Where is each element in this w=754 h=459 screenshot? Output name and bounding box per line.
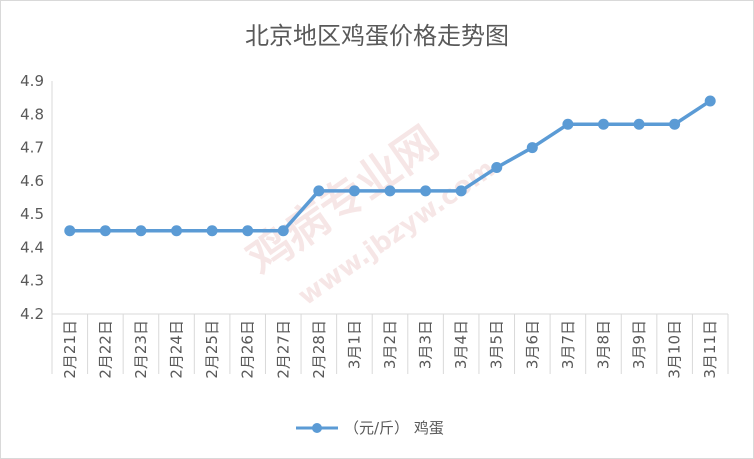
x-tick-label: 3月6日 [523,320,541,369]
data-point [348,185,360,197]
data-point [562,118,574,130]
data-point [206,225,218,237]
y-tick-label: 4.3 [20,272,44,290]
chart-title: 北京地区鸡蛋价格走势图 [245,22,509,50]
data-point [526,142,538,154]
x-tick-label: 3月10日 [666,320,684,379]
x-tick-label: 3月2日 [381,320,399,369]
x-tick-label: 2月21日 [61,320,79,379]
x-tick-label: 2月27日 [274,320,292,379]
x-tick-label: 3月11日 [701,320,719,379]
x-tick-label: 3月9日 [630,320,648,369]
data-point [277,225,289,237]
x-tick-label: 2月28日 [310,320,328,379]
series-layer [64,95,716,237]
data-point [99,225,111,237]
data-point [597,118,609,130]
y-tick-label: 4.4 [20,238,44,256]
data-point [704,95,716,107]
x-tick-label: 2月24日 [168,320,186,379]
data-point [455,185,467,197]
x-tick-label: 3月3日 [417,320,435,369]
data-point [242,225,254,237]
data-point [633,118,645,130]
data-point [313,185,325,197]
x-tick-label: 3月1日 [345,320,363,369]
data-point [669,118,681,130]
y-tick-label: 4.6 [20,172,44,190]
x-tick-label: 3月5日 [488,320,506,369]
data-point [64,225,76,237]
x-axis-labels: 2月21日 2月22日 2月23日 2月24日 2月25日 2月26日 2月27日 2月28日… [61,320,719,379]
x-tick-label: 2月26日 [239,320,257,379]
legend-label: （元/斤） 鸡蛋 [344,419,444,437]
x-tick-label: 2月25日 [203,320,221,379]
y-tick-label: 4.2 [20,305,44,323]
x-tick-label: 2月23日 [132,320,150,379]
data-point [135,225,147,237]
legend-swatch-marker [312,423,322,433]
data-point [384,185,396,197]
x-tick-label: 3月8日 [594,320,612,369]
x-tick-label: 2月22日 [96,320,114,379]
y-tick-label: 4.5 [20,205,44,223]
y-tick-label: 4.8 [20,105,44,123]
y-tick-label: 4.9 [20,72,44,90]
legend: （元/斤） 鸡蛋 [296,419,444,437]
watermark-logo: 鸡病专业网 www.jbzyw.com [238,117,500,312]
y-tick-label: 4.7 [20,139,44,157]
data-point [420,185,432,197]
data-point [171,225,183,237]
axes [51,81,729,374]
data-point [491,162,503,174]
y-axis-labels: 4.2 4.3 4.4 4.5 4.6 4.7 4.8 4.9 [20,72,44,323]
x-tick-label: 3月4日 [452,320,470,369]
x-tick-label: 3月7日 [559,320,577,369]
